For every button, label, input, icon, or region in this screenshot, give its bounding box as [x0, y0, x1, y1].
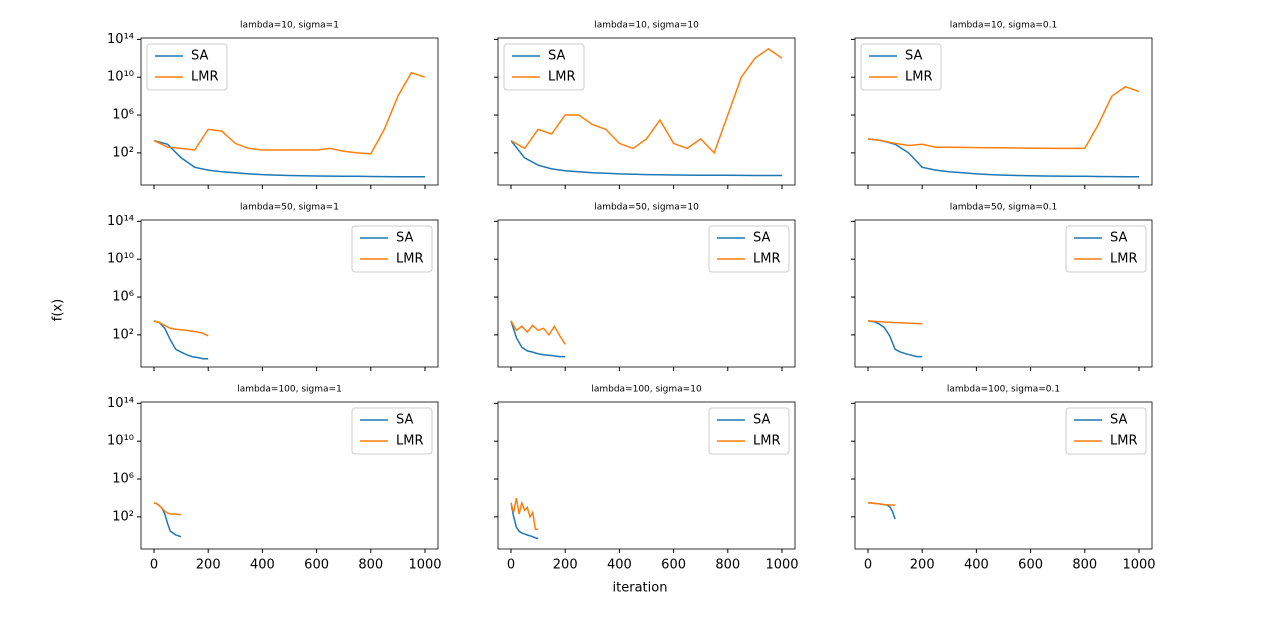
chart-title: lambda=100, sigma=0.1 — [947, 385, 1060, 395]
plot-area — [153, 320, 209, 360]
x-tick-label: 0 — [507, 558, 515, 573]
axes-frame — [497, 219, 796, 368]
legend-label: LMR — [753, 252, 781, 267]
x-tick-label: 800 — [1072, 558, 1097, 573]
plot-area — [510, 47, 783, 177]
x-tick-label: 600 — [304, 558, 329, 573]
x-tick-label: 800 — [715, 558, 740, 573]
x-tick-label: 400 — [964, 558, 989, 573]
x-tick-label: 600 — [661, 558, 686, 573]
axes-frame — [854, 219, 1153, 368]
legend-label: SA — [905, 49, 922, 64]
axes-frame — [140, 401, 439, 550]
legend-label: SA — [191, 49, 208, 64]
plot-area — [867, 320, 923, 358]
y-tick-label: 10⁶ — [112, 108, 134, 123]
chart-title: lambda=10, sigma=10 — [594, 21, 699, 31]
x-tick-label: 200 — [553, 558, 578, 573]
x-tick-label: 200 — [196, 558, 221, 573]
plot-area — [153, 502, 182, 538]
plot-area — [868, 502, 896, 520]
y-axis-label: f(x) — [51, 299, 66, 321]
line-series — [867, 138, 1139, 178]
plot-area — [510, 497, 539, 540]
legend-label: LMR — [1110, 252, 1138, 267]
x-tick-label: 0 — [864, 558, 872, 573]
legend-label: LMR — [396, 252, 424, 267]
chart-title: lambda=50, sigma=0.1 — [950, 203, 1057, 213]
y-tick-label: 10² — [112, 145, 134, 160]
x-tick-label: 1000 — [1122, 558, 1155, 573]
y-tick-label: 10⁶ — [112, 472, 134, 487]
legend-label: SA — [396, 231, 413, 246]
plot-area — [510, 320, 566, 358]
axes-frame — [854, 37, 1153, 186]
y-tick-label: 10¹⁴ — [107, 214, 134, 229]
legend-label: SA — [753, 231, 770, 246]
y-tick-label: 10² — [112, 327, 134, 342]
plot-area — [153, 71, 426, 178]
x-tick-label: 400 — [607, 558, 632, 573]
y-tick-label: 10¹⁰ — [107, 252, 134, 267]
line-series — [153, 502, 182, 516]
chart-title: lambda=100, sigma=10 — [591, 385, 702, 395]
axes-frame — [497, 37, 796, 186]
legend-label: LMR — [905, 70, 933, 85]
axes-frame — [497, 401, 796, 550]
x-tick-label: 0 — [150, 558, 158, 573]
plot-area — [867, 85, 1140, 178]
x-tick-label: 400 — [250, 558, 275, 573]
chart-title: lambda=50, sigma=1 — [240, 203, 339, 213]
chart-title: lambda=50, sigma=10 — [594, 203, 699, 213]
line-series — [510, 320, 566, 345]
legend-label: SA — [1110, 231, 1127, 246]
legend-label: SA — [753, 413, 770, 428]
y-tick-label: 10¹⁰ — [107, 434, 134, 449]
x-tick-label: 200 — [910, 558, 935, 573]
line-series — [153, 71, 426, 155]
legend-label: SA — [396, 413, 413, 428]
x-tick-label: 600 — [1018, 558, 1043, 573]
line-series — [867, 320, 923, 358]
legend-label: SA — [1110, 413, 1127, 428]
line-series — [510, 497, 539, 530]
line-series — [153, 320, 209, 337]
line-series — [868, 502, 896, 506]
line-series — [867, 85, 1140, 150]
y-tick-label: 10¹⁴ — [107, 396, 134, 411]
y-tick-label: 10⁶ — [112, 290, 134, 305]
legend-label: LMR — [548, 70, 576, 85]
axes-frame — [140, 219, 439, 368]
line-series — [510, 502, 539, 540]
x-axis-label: iteration — [613, 581, 668, 596]
line-series — [510, 47, 783, 155]
x-tick-label: 800 — [358, 558, 383, 573]
chart-title: lambda=10, sigma=0.1 — [950, 21, 1057, 31]
axes-frame — [140, 37, 439, 186]
y-tick-label: 10² — [112, 509, 134, 524]
line-series — [510, 320, 566, 358]
legend-label: SA — [548, 49, 565, 64]
axes-frame — [854, 401, 1153, 550]
y-tick-label: 10¹⁴ — [107, 32, 134, 47]
line-series — [510, 140, 782, 177]
x-tick-label: 1000 — [408, 558, 441, 573]
legend-label: LMR — [1110, 434, 1138, 449]
legend-label: LMR — [753, 434, 781, 449]
chart-title: lambda=100, sigma=1 — [237, 385, 342, 395]
line-series — [867, 320, 923, 325]
line-series — [153, 320, 209, 360]
x-tick-label: 1000 — [765, 558, 798, 573]
legend-label: LMR — [396, 434, 424, 449]
legend-label: LMR — [191, 70, 219, 85]
chart-title: lambda=10, sigma=1 — [240, 21, 339, 31]
line-series — [153, 502, 182, 538]
line-series — [153, 139, 425, 178]
y-tick-label: 10¹⁰ — [107, 70, 134, 85]
